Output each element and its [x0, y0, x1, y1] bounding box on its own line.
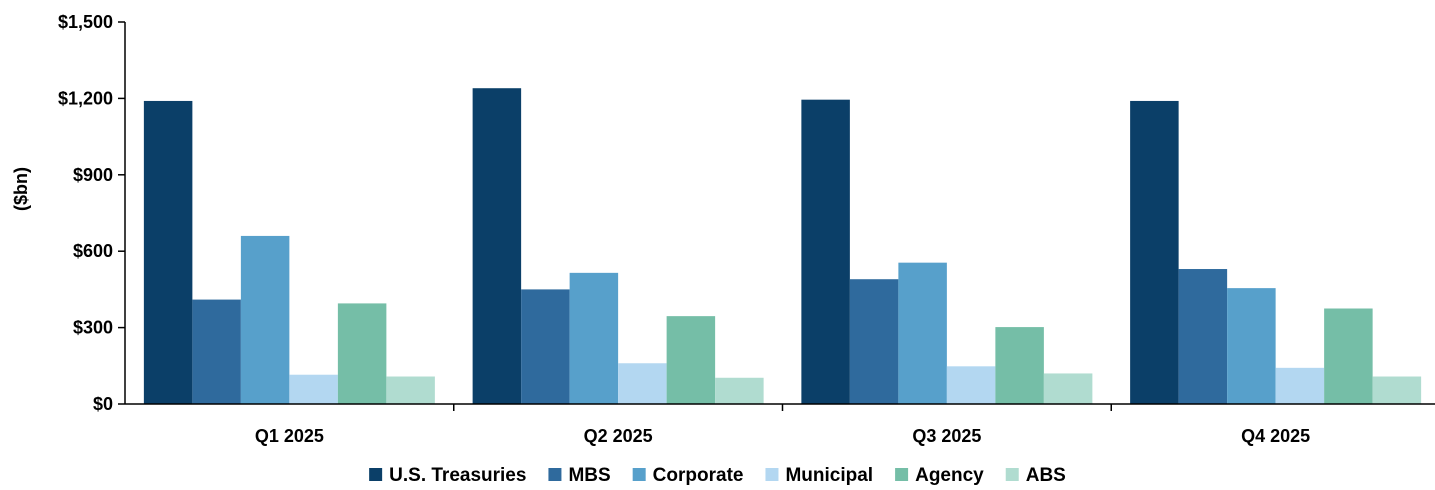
legend-item: Corporate [632, 465, 744, 486]
y-tick-label: $1,200 [58, 88, 113, 108]
legend-swatch [632, 468, 646, 481]
y-tick-label: $300 [73, 318, 113, 338]
y-tick-label: $1,500 [58, 12, 113, 32]
bar [143, 100, 193, 405]
x-axis: Q1 2025 Q2 2025 Q3 2025 Q4 2025 [255, 404, 1310, 446]
bar [801, 99, 850, 404]
legend-item: Agency [895, 465, 984, 486]
legend-swatch [895, 468, 909, 481]
y-tick-label: $600 [73, 241, 113, 261]
y-tick-label: $0 [93, 394, 113, 414]
bar [386, 376, 435, 404]
legend-item: ABS [1005, 465, 1066, 486]
bar [898, 262, 947, 404]
bar [1130, 100, 1179, 405]
legend: U.S. Treasuries MBS Corporate Municipal Agen… [369, 465, 1066, 486]
bar [337, 303, 387, 404]
legend-label: U.S. Treasuries [389, 465, 526, 486]
bar [289, 374, 338, 404]
bar [240, 235, 290, 404]
legend-label: Municipal [785, 465, 873, 486]
legend-item: MBS [548, 465, 611, 486]
bar [1372, 376, 1422, 404]
bar [946, 366, 996, 404]
bar [569, 272, 619, 404]
legend-label: Corporate [653, 465, 744, 486]
bar [1043, 373, 1093, 404]
bar [472, 88, 522, 405]
legend-label: MBS [568, 465, 610, 486]
bar [1275, 367, 1325, 404]
bar [1324, 308, 1373, 404]
x-tick-label: Q1 2025 [255, 426, 324, 446]
legend-swatch [765, 468, 779, 481]
x-tick-label: Q2 2025 [584, 426, 653, 446]
y-axis-title: ($bn) [11, 167, 31, 211]
bar [849, 279, 899, 404]
x-tick-label: Q4 2025 [1241, 426, 1310, 446]
bar [666, 316, 716, 404]
legend-label: Agency [915, 465, 984, 486]
bar [995, 327, 1044, 404]
bar [192, 299, 241, 404]
y-axis: $0 $300 $600 $900 $1,200 $1,500 [58, 12, 125, 414]
legend-swatch [1005, 468, 1019, 481]
legend-item: U.S. Treasuries [369, 465, 526, 486]
legend-label: ABS [1026, 465, 1066, 486]
plot-bars [143, 88, 1422, 405]
bar [521, 289, 570, 404]
bar [1178, 269, 1228, 404]
legend-swatch [548, 468, 562, 481]
bar [618, 363, 667, 404]
bar [1227, 288, 1276, 404]
bar [715, 377, 764, 404]
x-tick-label: Q3 2025 [912, 426, 981, 446]
legend-item: Municipal [765, 465, 873, 486]
legend-swatch [369, 468, 383, 481]
y-tick-label: $900 [73, 165, 113, 185]
